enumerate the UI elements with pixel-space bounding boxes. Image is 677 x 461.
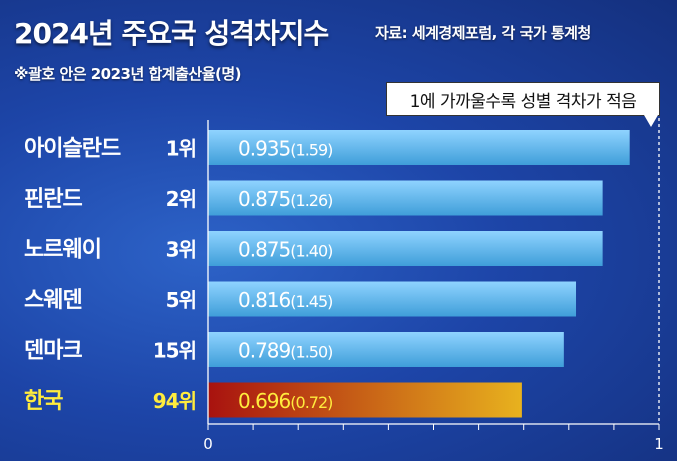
- rank-label: 3위: [166, 238, 196, 262]
- data-label: 0.875(1.40): [238, 238, 332, 262]
- callout-box: 1에 가까울수록 성별 격차가 적음: [386, 82, 660, 116]
- fertility-note: ※괄호 안은 2023년 합계출산율(명): [14, 65, 242, 83]
- data-label: 0.816(1.45): [238, 288, 332, 312]
- bar: [208, 281, 577, 317]
- category-label: 한국: [24, 389, 63, 414]
- rank-label: 2위: [166, 187, 196, 211]
- chart-title: 2024년 주요국 성격차지수: [14, 17, 329, 50]
- rank-label: 94위: [153, 389, 196, 413]
- category-label: 덴마크: [24, 339, 82, 364]
- bar: [208, 180, 603, 216]
- x-tick-label: 0: [203, 435, 213, 453]
- bar: [208, 231, 603, 266]
- source-note: 자료: 세계경제포럼, 각 국가 통계청: [375, 24, 591, 42]
- category-label: 노르웨이: [24, 238, 101, 263]
- category-label: 스웨덴: [24, 288, 82, 313]
- rank-label: 5위: [166, 288, 196, 312]
- callout-pointer: [644, 115, 658, 127]
- bar: [208, 332, 564, 367]
- data-label: 0.696(0.72): [238, 389, 332, 413]
- bar: [208, 382, 522, 418]
- data-label: 0.875(1.26): [238, 187, 332, 211]
- category-label: 아이슬란드: [24, 137, 121, 162]
- rank-label: 15위: [153, 339, 196, 363]
- data-label: 0.935(1.59): [238, 137, 332, 161]
- rank-label: 1위: [166, 137, 196, 161]
- x-tick-label: 1: [654, 435, 664, 453]
- category-label: 핀란드: [24, 187, 82, 212]
- bar: [208, 130, 630, 165]
- data-label: 0.789(1.50): [238, 339, 332, 363]
